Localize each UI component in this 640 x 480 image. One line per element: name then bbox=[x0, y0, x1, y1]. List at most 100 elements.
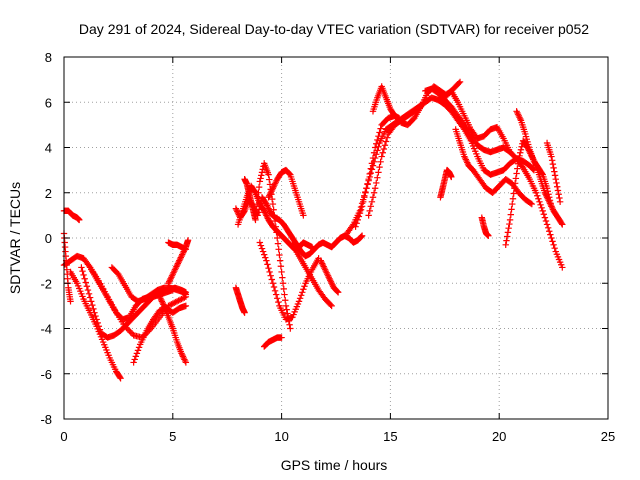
data-point bbox=[554, 183, 561, 190]
data-point bbox=[542, 217, 550, 225]
data-point bbox=[513, 170, 520, 177]
data-point bbox=[368, 166, 376, 173]
data-point bbox=[175, 258, 182, 266]
data-point bbox=[508, 206, 515, 213]
data-point bbox=[264, 203, 272, 211]
data-point bbox=[507, 211, 515, 218]
data-point bbox=[509, 195, 517, 202]
data-point bbox=[546, 197, 554, 204]
data-point bbox=[549, 238, 556, 245]
data-point bbox=[260, 251, 268, 258]
data-point bbox=[255, 189, 262, 196]
data-point bbox=[548, 157, 556, 164]
data-point bbox=[541, 214, 549, 221]
data-point bbox=[178, 350, 185, 357]
data-point bbox=[84, 286, 92, 294]
data-point bbox=[367, 203, 375, 210]
data-point bbox=[76, 216, 83, 224]
data-point bbox=[174, 260, 182, 267]
y-tick-labels: -8 -6 -4 -2 0 2 4 6 8 bbox=[40, 50, 52, 427]
data-point bbox=[90, 305, 97, 313]
data-point bbox=[275, 298, 282, 306]
data-point bbox=[551, 244, 558, 252]
data-point bbox=[325, 274, 332, 281]
data-point bbox=[379, 149, 386, 156]
y-tick-label: -2 bbox=[40, 276, 52, 291]
data-point bbox=[259, 248, 267, 255]
data-point bbox=[544, 188, 551, 195]
data-point bbox=[270, 206, 277, 213]
data-point bbox=[362, 189, 369, 196]
data-point bbox=[270, 183, 277, 190]
data-point bbox=[299, 289, 306, 296]
data-point bbox=[79, 267, 86, 275]
data-point bbox=[266, 268, 273, 276]
data-point bbox=[126, 327, 133, 334]
data-point bbox=[532, 189, 540, 196]
series-arc-33 bbox=[513, 108, 555, 210]
data-point bbox=[123, 324, 130, 331]
data-point bbox=[319, 261, 327, 269]
data-point bbox=[274, 234, 281, 242]
data-point bbox=[416, 104, 423, 111]
data-point bbox=[554, 187, 562, 194]
data-point bbox=[511, 185, 518, 192]
data-point bbox=[545, 191, 552, 198]
y-tick-label: -4 bbox=[40, 322, 52, 337]
data-point bbox=[158, 298, 166, 305]
data-point bbox=[276, 251, 283, 259]
data-point bbox=[181, 357, 189, 365]
data-point bbox=[273, 229, 280, 236]
data-point bbox=[548, 153, 555, 160]
data-point bbox=[538, 204, 545, 212]
data-point bbox=[546, 194, 553, 201]
data-point bbox=[268, 186, 276, 193]
data-point bbox=[176, 255, 184, 263]
data-point bbox=[265, 194, 272, 201]
data-point bbox=[354, 216, 361, 224]
data-point bbox=[253, 206, 260, 213]
data-point bbox=[278, 268, 285, 276]
data-point bbox=[460, 120, 467, 127]
data-point bbox=[321, 264, 328, 272]
data-point bbox=[300, 212, 307, 219]
data-point bbox=[464, 159, 471, 166]
data-point bbox=[168, 272, 176, 279]
series-arc-31 bbox=[478, 214, 492, 239]
data-point bbox=[171, 267, 178, 275]
data-point bbox=[266, 192, 273, 199]
data-point bbox=[281, 291, 288, 298]
data-point bbox=[266, 181, 274, 188]
data-point bbox=[319, 260, 326, 267]
data-point bbox=[516, 152, 523, 159]
series-arc-10 bbox=[165, 237, 192, 287]
data-point bbox=[558, 220, 565, 227]
data-point bbox=[551, 168, 558, 175]
data-point bbox=[271, 217, 279, 225]
data-point bbox=[96, 326, 104, 333]
data-point bbox=[271, 180, 279, 187]
data-point bbox=[89, 301, 96, 309]
data-point bbox=[67, 298, 74, 305]
data-point bbox=[157, 295, 164, 302]
data-point bbox=[326, 277, 334, 284]
series-arc-28 bbox=[437, 166, 455, 201]
data-point bbox=[132, 353, 140, 360]
x-tick-label: 0 bbox=[60, 429, 67, 444]
data-point bbox=[279, 280, 287, 287]
data-point bbox=[172, 298, 179, 306]
data-point bbox=[349, 222, 356, 230]
data-point bbox=[516, 114, 523, 121]
data-point bbox=[286, 321, 293, 328]
data-point bbox=[552, 175, 559, 183]
data-point bbox=[550, 241, 557, 248]
data-point bbox=[527, 200, 534, 207]
data-point bbox=[85, 290, 93, 298]
data-point bbox=[176, 296, 184, 304]
data-point bbox=[529, 165, 536, 172]
data-point bbox=[543, 185, 551, 192]
data-point bbox=[159, 299, 166, 307]
data-point bbox=[504, 229, 512, 236]
data-point bbox=[544, 224, 552, 232]
data-point bbox=[368, 160, 376, 167]
